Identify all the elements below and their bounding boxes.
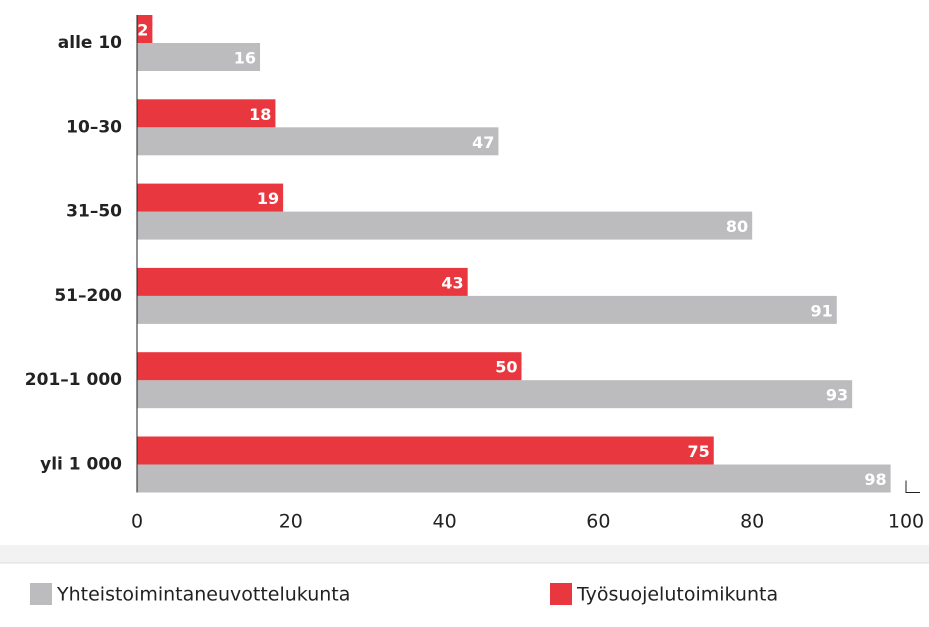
bar [137,15,153,43]
category-label: 31–50 [66,202,122,222]
bar [137,352,522,381]
legend-swatch [550,583,572,605]
x-tick-label: 40 [433,511,457,533]
x-tick-label: 80 [740,511,764,533]
bar [137,267,468,296]
value-label: 47 [472,133,494,152]
bar [137,43,261,71]
value-label: 91 [811,301,833,320]
x-tick-label: 20 [279,511,303,533]
bar [137,295,837,324]
legend-band [0,545,929,563]
category-label: yli 1 000 [40,455,122,475]
x-tick-label: 0 [131,511,143,533]
value-label: 50 [495,358,517,377]
value-label: 80 [726,217,748,236]
value-label: 19 [257,189,279,208]
legend-swatch [30,583,52,605]
value-label: 2 [137,21,148,40]
value-label: 75 [687,442,709,461]
x-tick-label: 100 [888,511,924,533]
bar [137,211,753,240]
value-label: 93 [826,386,848,405]
category-label: 201–1 000 [25,370,122,390]
value-label: 18 [249,105,271,124]
bar [137,464,891,493]
category-label: alle 10 [58,33,122,53]
bar [137,127,499,156]
value-label: 16 [234,49,256,68]
category-label: 51–200 [54,286,122,306]
legend-label: Yhteistoimintaneuvottelukunta [56,584,350,606]
x-tick-label: 60 [586,511,610,533]
value-label: 98 [864,470,886,489]
bar [137,436,714,465]
legend-label: Työsuojelutoimikunta [576,584,778,606]
value-label: 43 [441,273,463,292]
bar [137,380,853,409]
bar [137,99,276,128]
category-label: 10–30 [66,117,122,137]
axis-corner [905,480,920,493]
bar [137,183,284,212]
